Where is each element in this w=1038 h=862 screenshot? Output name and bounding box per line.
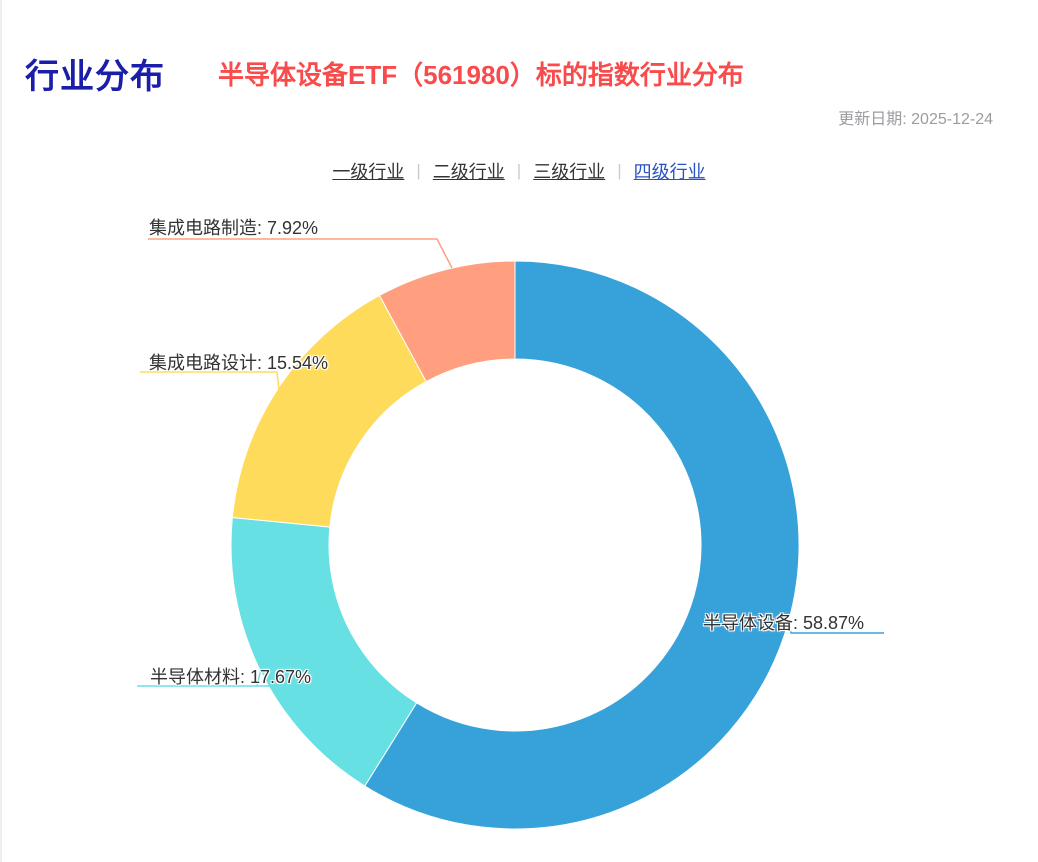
tab-separator: |	[516, 161, 522, 180]
pie-label-leader-line	[140, 371, 280, 391]
tab-industry-level-4[interactable]: 四级行业	[633, 162, 706, 182]
pie-label-ic-design: 集成电路设计: 15.54%	[149, 353, 329, 373]
tab-industry-level-1[interactable]: 一级行业	[332, 162, 405, 182]
pie-segment-ic-manufacturing[interactable]	[378, 260, 516, 383]
pie-label-leader-line	[256, 668, 262, 687]
tab-industry-level-2[interactable]: 二级行业	[432, 162, 505, 182]
pie-label-ic-manufacturing: 集成电路制造: 7.92%	[149, 218, 319, 238]
page-subtitle: 半导体设备ETF（561980）标的指数行业分布	[218, 60, 744, 90]
pie-label-leader-line	[148, 238, 453, 269]
industry-level-tabs: 一级行业 | 二级行业 | 三级行业 | 四级行业	[0, 158, 1038, 184]
pie-segment-ic-design[interactable]	[231, 294, 427, 528]
pie-segment-semiconductor-materials[interactable]	[230, 517, 418, 787]
tab-industry-level-3[interactable]: 三级行业	[533, 162, 606, 182]
tab-separator: |	[617, 161, 622, 180]
page-left-border	[0, 0, 2, 862]
update-date: 更新日期: 2025-12-24	[838, 111, 993, 128]
pie-segment-semiconductor-equipment[interactable]	[364, 260, 800, 830]
tab-separator: |	[416, 161, 421, 180]
pie-label-semiconductor-equipment: 半导体设备: 58.87%	[703, 613, 865, 633]
page-title: 行业分布	[25, 58, 165, 96]
pie-label-leader-line	[787, 621, 884, 634]
pie-label-semiconductor-materials: 半导体材料: 17.67%	[150, 667, 312, 687]
